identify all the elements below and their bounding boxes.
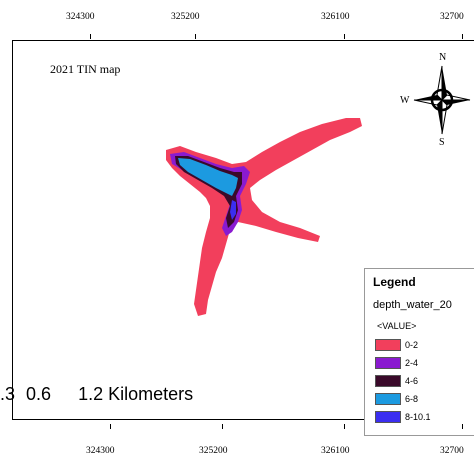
legend-title: Legend <box>373 275 416 289</box>
top-tick-mark <box>195 34 196 39</box>
bottom-tick-label: 326100 <box>321 446 350 456</box>
legend-field-name: depth_water_20 <box>373 299 452 311</box>
bottom-tick-label: 324300 <box>86 446 115 456</box>
legend-swatch <box>375 339 401 351</box>
top-tick-mark <box>344 34 345 39</box>
bottom-tick-mark <box>462 424 463 429</box>
bottom-tick-mark <box>110 424 111 429</box>
legend-swatch <box>375 357 401 369</box>
map-title: 2021 TIN map <box>50 62 121 76</box>
legend-label: 6-8 <box>405 394 419 404</box>
legend-label: 0-2 <box>405 340 419 350</box>
west-label: W <box>400 95 410 106</box>
legend-swatch <box>375 375 401 387</box>
legend-item: 2-4 <box>375 357 474 371</box>
legend-item: 0-2 <box>375 339 474 353</box>
legend-label: 4-6 <box>405 376 419 386</box>
depth-class-6-8-area <box>178 158 238 196</box>
legend-label: 2-4 <box>405 358 419 368</box>
top-tick-mark <box>90 34 91 39</box>
north-arrow: N S W <box>400 52 474 150</box>
top-tick-label: 325200 <box>171 12 200 22</box>
top-tick-mark <box>462 34 463 39</box>
bottom-tick-label: 325200 <box>199 446 228 456</box>
legend-item: 6-8 <box>375 393 474 407</box>
legend-item: 4-6 <box>375 375 474 389</box>
legend-swatch <box>375 411 401 423</box>
depth-class-8-10-area <box>230 200 236 220</box>
north-arrow-icon <box>413 65 471 135</box>
bottom-tick-mark <box>222 424 223 429</box>
south-label: S <box>439 137 445 148</box>
legend-box: Legend depth_water_20 <VALUE> 0-2 2-4 4-… <box>364 268 474 436</box>
legend-value-header: <VALUE> <box>377 321 417 331</box>
bottom-tick-label: 32700 <box>440 446 464 456</box>
map-frame <box>12 40 474 420</box>
legend-item: 8-10.1 <box>375 411 474 425</box>
top-tick-label: 326100 <box>321 12 350 22</box>
top-tick-label: 324300 <box>66 12 95 22</box>
top-tick-label: 32700 <box>440 12 464 22</box>
depth-class-0-2-area <box>166 118 362 316</box>
scale-label: .3 <box>0 384 16 404</box>
scale-bar: .3 0.6 1.2 Kilometers <box>0 384 199 405</box>
north-label: N <box>439 52 447 63</box>
legend-label: 8-10.1 <box>405 412 431 422</box>
bottom-tick-mark <box>344 424 345 429</box>
scale-label-units: 1.2 Kilometers <box>78 384 194 404</box>
legend-swatch <box>375 393 401 405</box>
scale-label: 0.6 <box>26 384 52 404</box>
